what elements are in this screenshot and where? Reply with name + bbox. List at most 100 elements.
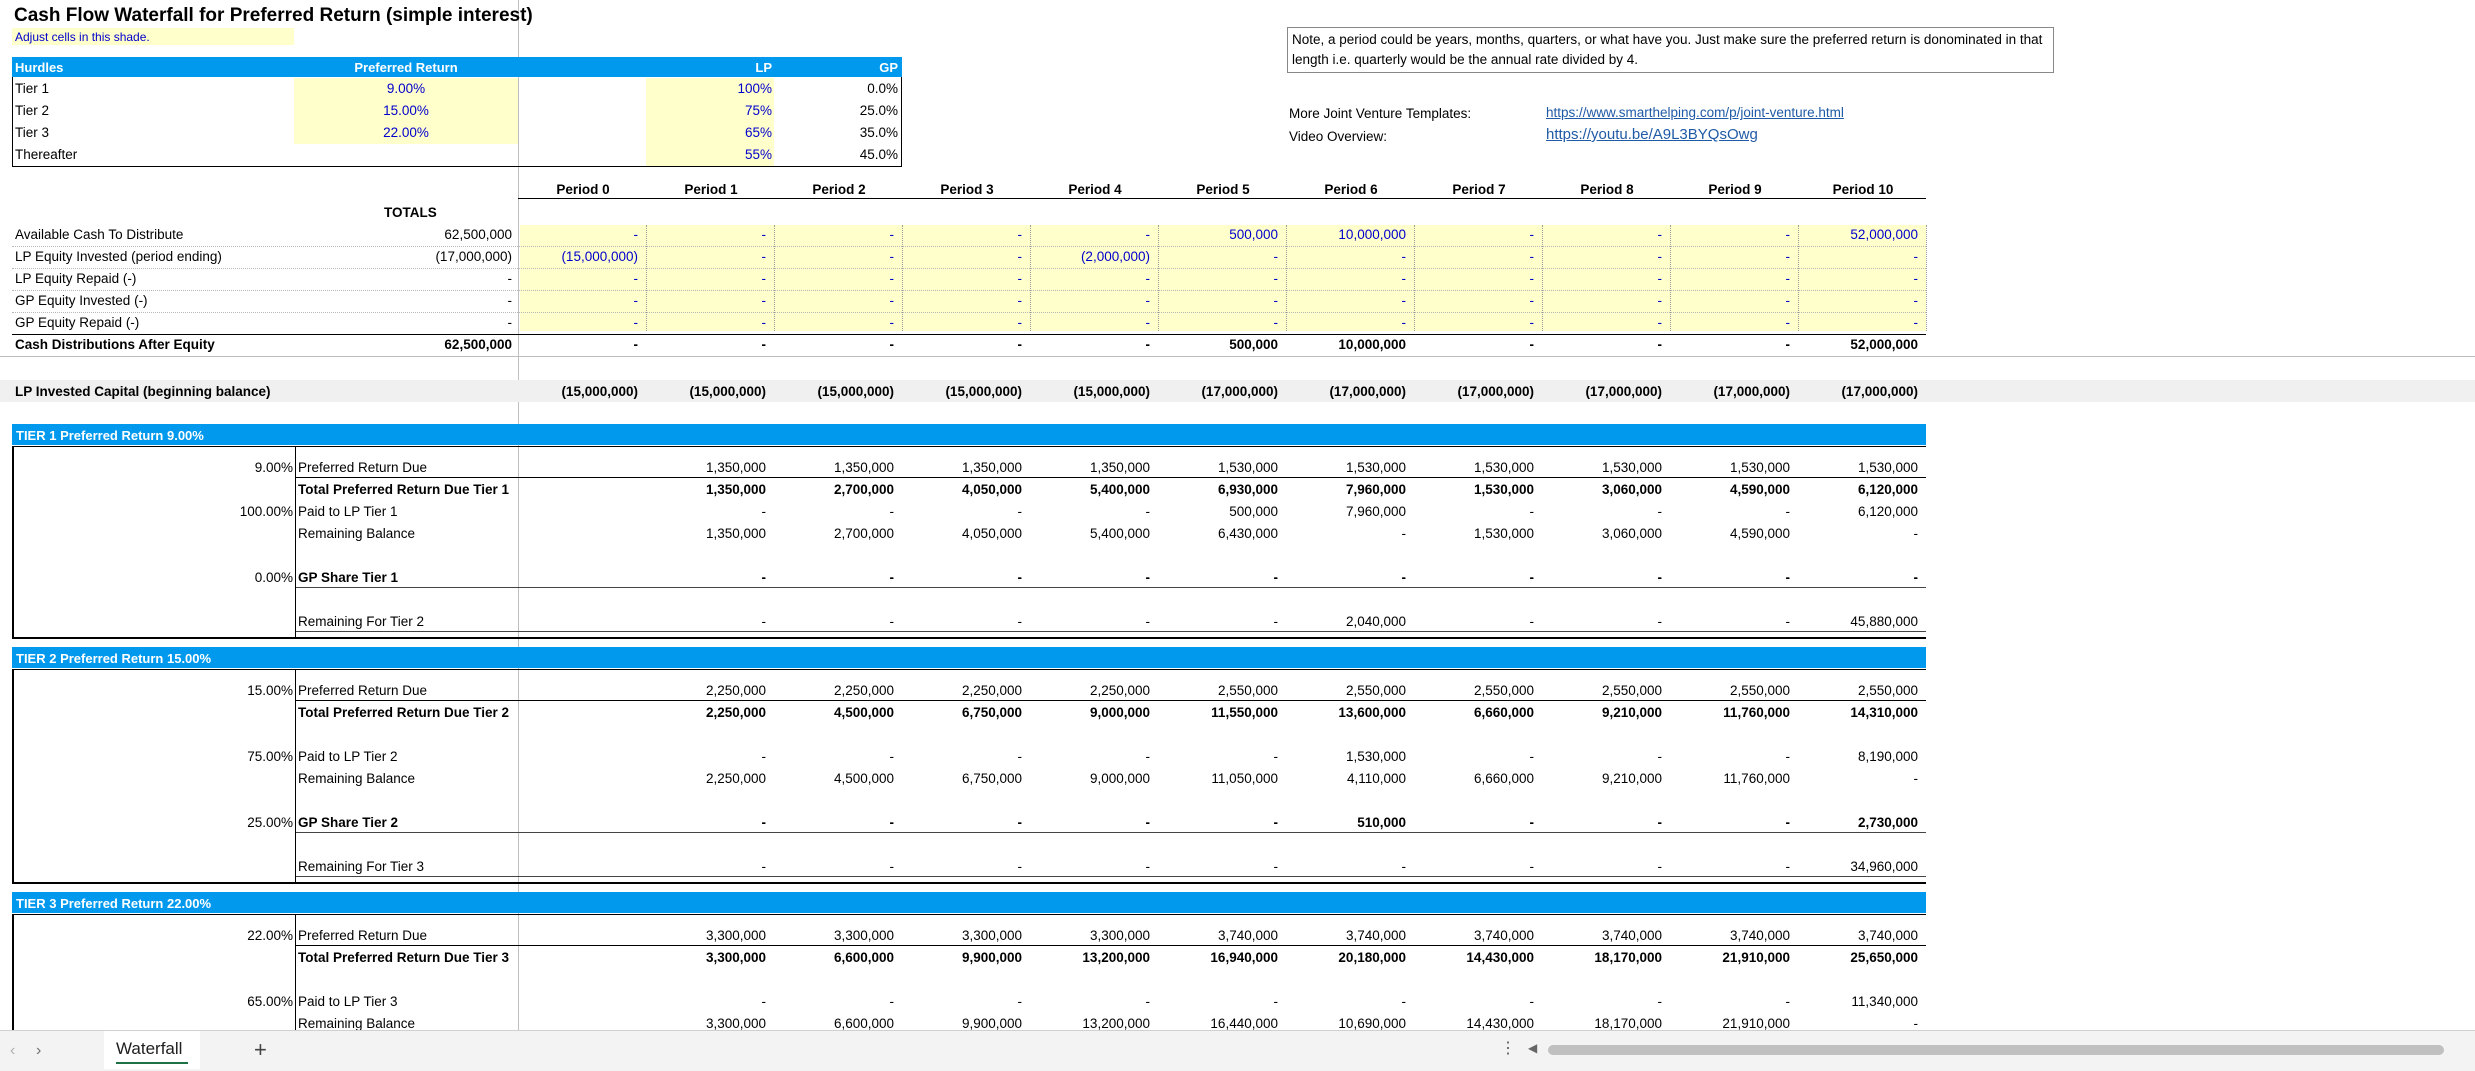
cash-input-cell[interactable]: - xyxy=(1017,315,1023,330)
tier-value-cell: - xyxy=(1273,570,1279,585)
cash-input-cell[interactable]: - xyxy=(1529,249,1535,264)
cash-input-cell[interactable]: - xyxy=(761,315,767,330)
cash-input-cell[interactable]: - xyxy=(1913,315,1919,330)
hurdle-pref-input[interactable]: 22.00% xyxy=(383,125,429,140)
cash-input-cell[interactable]: - xyxy=(1401,293,1407,308)
tier-value-cell: 11,550,000 xyxy=(1211,705,1278,720)
cash-input-cell[interactable]: - xyxy=(1145,293,1151,308)
tier-value-cell: 45,880,000 xyxy=(1850,614,1918,629)
tier-value-cell: 34,960,000 xyxy=(1850,859,1918,874)
tier-value-cell: 1,530,000 xyxy=(1601,460,1662,475)
hurdle-lp-input[interactable]: 75% xyxy=(744,103,772,118)
tier-value-cell: 6,600,000 xyxy=(833,1016,894,1030)
tab-scroll-left-icon[interactable]: ‹ xyxy=(10,1042,16,1059)
cash-row-label: GP Equity Invested (-) xyxy=(15,293,148,308)
tier-value-cell: 6,660,000 xyxy=(1473,705,1534,720)
cash-input-cell[interactable]: - xyxy=(889,293,895,308)
lp-header: LP xyxy=(755,60,772,75)
tier-value-cell: 2,700,000 xyxy=(833,526,894,541)
tier-box-label-edge xyxy=(295,669,296,882)
cash-input-cell[interactable]: - xyxy=(1017,293,1023,308)
cash-row-label: Cash Distributions After Equity xyxy=(15,337,215,352)
tier-value-cell: 16,440,000 xyxy=(1210,1016,1278,1030)
cash-input-cell[interactable]: - xyxy=(1145,271,1151,286)
cash-input-cell[interactable]: - xyxy=(1401,271,1407,286)
cash-input-shade xyxy=(520,225,1926,331)
add-sheet-icon[interactable]: + xyxy=(254,1037,267,1062)
cash-input-cell[interactable]: - xyxy=(1657,227,1663,242)
cash-input-cell[interactable]: - xyxy=(1529,227,1535,242)
cash-input-cell[interactable]: - xyxy=(1401,249,1407,264)
cash-row-total: (17,000,000) xyxy=(435,249,512,264)
cash-input-cell[interactable]: - xyxy=(633,315,639,330)
tab-scroll-right-icon[interactable]: › xyxy=(36,1042,42,1059)
tier-row-label: Paid to LP Tier 3 xyxy=(298,994,398,1009)
tier-row-label: Preferred Return Due xyxy=(298,460,428,475)
tier-value-cell: - xyxy=(1017,614,1023,629)
cash-input-cell[interactable]: - xyxy=(633,271,639,286)
cash-input-cell[interactable]: - xyxy=(889,271,895,286)
tier-value-cell: - xyxy=(889,570,895,585)
cash-input-cell[interactable]: - xyxy=(1785,293,1791,308)
more-options-icon[interactable]: ⋮ xyxy=(1500,1040,1516,1057)
tier-value-cell: 6,600,000 xyxy=(833,950,894,965)
spreadsheet-grid[interactable]: Cash Flow Waterfall for Preferred Return… xyxy=(0,0,2475,1030)
tier-value-cell: 9,900,000 xyxy=(961,950,1022,965)
cash-input-cell[interactable]: - xyxy=(1529,271,1535,286)
cash-input-cell[interactable]: (15,000,000) xyxy=(561,249,638,264)
cash-input-cell[interactable]: - xyxy=(1145,315,1151,330)
cash-input-cell[interactable]: - xyxy=(1273,271,1279,286)
video-link[interactable]: https://youtu.be/A9L3BYQsOwg xyxy=(1546,126,1758,143)
hurdle-lp-input[interactable]: 100% xyxy=(737,81,772,96)
cash-input-cell[interactable]: 52,000,000 xyxy=(1850,227,1918,242)
cash-input-cell[interactable]: - xyxy=(761,227,767,242)
cash-input-cell[interactable]: (2,000,000) xyxy=(1080,249,1150,264)
cash-input-cell[interactable]: - xyxy=(889,227,895,242)
cash-input-cell[interactable]: - xyxy=(1017,227,1023,242)
sheet-tab-waterfall[interactable]: Waterfall xyxy=(104,1031,200,1069)
cash-input-cell[interactable]: 500,000 xyxy=(1229,227,1278,242)
scroll-left-arrow-icon[interactable]: ◀ xyxy=(1528,1041,1538,1055)
tier-header-band: TIER 3 Preferred Return 22.00% xyxy=(12,892,1926,913)
templates-link[interactable]: https://www.smarthelping.com/p/joint-ven… xyxy=(1546,105,1844,120)
cash-input-cell[interactable]: - xyxy=(1785,227,1791,242)
cash-input-cell[interactable]: - xyxy=(1273,293,1279,308)
cash-input-cell[interactable]: - xyxy=(1913,293,1919,308)
cash-input-cell[interactable]: - xyxy=(1529,315,1535,330)
tier-value-cell: 11,340,000 xyxy=(1851,994,1918,1009)
hurdle-lp-input[interactable]: 65% xyxy=(744,125,772,140)
cash-input-cell[interactable]: - xyxy=(1401,315,1407,330)
tier-value-cell: 2,250,000 xyxy=(705,771,766,786)
cash-input-cell[interactable]: - xyxy=(1017,271,1023,286)
input-column-border xyxy=(1158,225,1159,331)
cash-input-cell[interactable]: - xyxy=(633,293,639,308)
cash-input-cell[interactable]: - xyxy=(761,249,767,264)
cash-input-cell[interactable]: - xyxy=(889,249,895,264)
cash-input-cell[interactable]: - xyxy=(1657,249,1663,264)
cash-input-cell[interactable]: - xyxy=(633,227,639,242)
cash-input-cell[interactable]: - xyxy=(1273,249,1279,264)
cash-input-cell[interactable]: - xyxy=(761,293,767,308)
hurdle-pref-input[interactable]: 15.00% xyxy=(383,103,429,118)
cash-input-cell[interactable]: - xyxy=(1785,315,1791,330)
tier-value-cell: 20,180,000 xyxy=(1338,950,1406,965)
cash-input-cell[interactable]: - xyxy=(1529,293,1535,308)
cash-input-cell[interactable]: - xyxy=(1657,315,1663,330)
cash-row-total: - xyxy=(507,293,513,308)
hurdle-pref-input[interactable]: 9.00% xyxy=(386,81,426,96)
cash-input-cell[interactable]: - xyxy=(1913,249,1919,264)
hurdle-lp-input[interactable]: 55% xyxy=(744,147,772,162)
cash-input-cell[interactable]: - xyxy=(761,271,767,286)
cash-input-cell[interactable]: - xyxy=(889,315,895,330)
cash-input-cell[interactable]: - xyxy=(1145,227,1151,242)
cash-input-cell[interactable]: - xyxy=(1785,249,1791,264)
cash-input-cell[interactable]: 10,000,000 xyxy=(1338,227,1406,242)
tier-value-cell: - xyxy=(889,749,895,764)
cash-input-cell[interactable]: - xyxy=(1913,271,1919,286)
cash-input-cell[interactable]: - xyxy=(1017,249,1023,264)
cash-input-cell[interactable]: - xyxy=(1273,315,1279,330)
cash-input-cell[interactable]: - xyxy=(1785,271,1791,286)
cash-input-cell[interactable]: - xyxy=(1657,271,1663,286)
cash-input-cell[interactable]: - xyxy=(1657,293,1663,308)
horizontal-scrollbar[interactable] xyxy=(1548,1045,2444,1055)
